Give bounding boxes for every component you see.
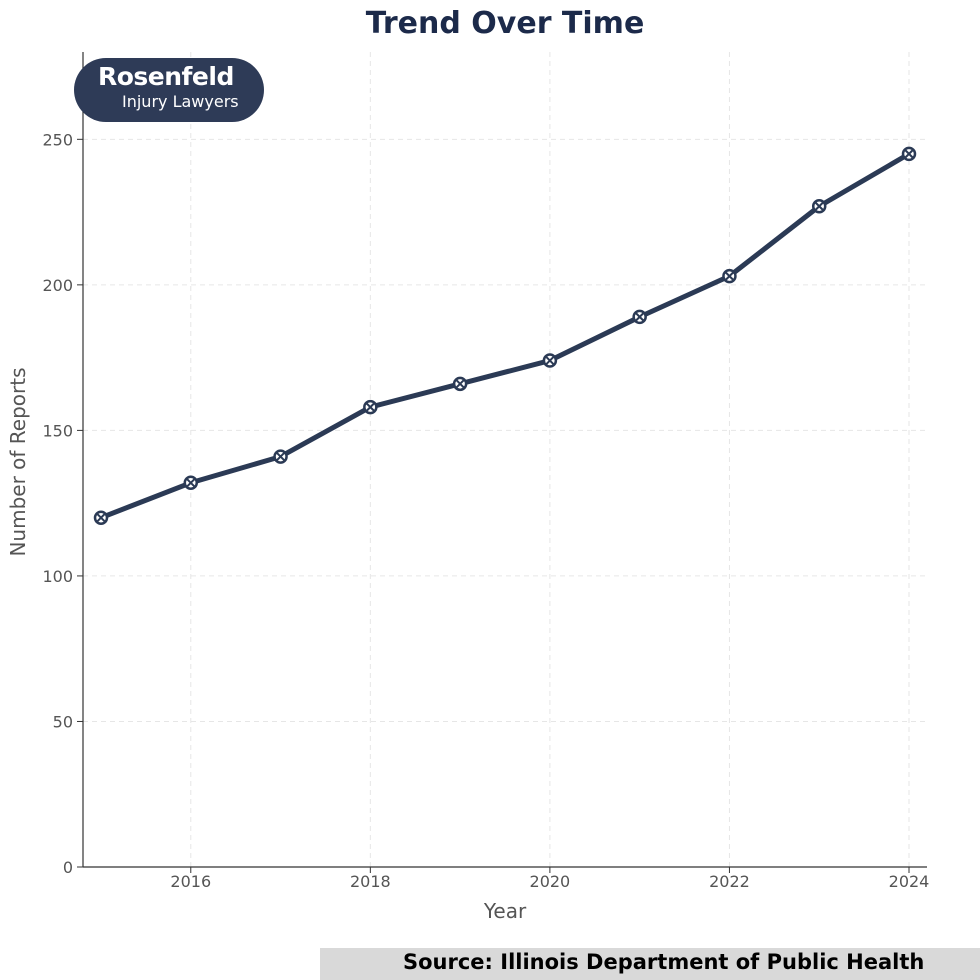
data-point-marker	[811, 199, 827, 214]
y-tick-label: 50	[53, 712, 73, 731]
y-tick-label: 150	[42, 421, 73, 440]
x-tick-label: 2024	[889, 872, 930, 891]
y-tick-label: 200	[42, 276, 73, 295]
tick-labels: 0 50 100 150 200 250 2016 2018 2020 2022 2024	[42, 130, 929, 891]
logo-brand-text: Rosenfeld	[98, 62, 234, 91]
chart-title: Trend Over Time	[366, 6, 645, 41]
data-point-marker	[183, 475, 199, 491]
data-point-marker	[273, 449, 288, 464]
x-tick-label: 2018	[350, 872, 391, 891]
y-tick-label: 100	[42, 567, 73, 586]
data-point-marker	[722, 268, 737, 284]
data-point-marker	[452, 376, 468, 392]
series-line	[98, 151, 912, 521]
logo-sub-text: Injury Lawyers	[122, 92, 239, 111]
x-tick-label: 2016	[170, 872, 211, 891]
y-tick-label: 0	[63, 858, 73, 877]
x-tick-label: 2020	[530, 872, 571, 891]
source-text: Source: Illinois Department of Public He…	[403, 950, 925, 974]
data-point-marker	[901, 146, 917, 162]
data-point-marker	[542, 353, 558, 368]
grid	[83, 52, 927, 868]
x-axis-label: Year	[483, 899, 527, 923]
series	[93, 146, 917, 525]
y-tick-label: 250	[42, 130, 73, 149]
data-point-marker	[93, 510, 109, 525]
y-axis-label: Number of Reports	[6, 367, 30, 556]
data-point-marker	[363, 399, 378, 415]
axes	[82, 52, 927, 868]
brand-logo: Rosenfeld Injury Lawyers	[74, 58, 264, 122]
data-point-marker	[632, 309, 647, 325]
source-bar: Source: Illinois Department of Public He…	[320, 948, 980, 980]
x-tick-label: 2022	[709, 872, 750, 891]
